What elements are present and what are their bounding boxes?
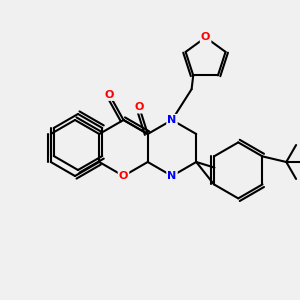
Text: O: O	[105, 90, 114, 100]
Text: N: N	[167, 171, 177, 181]
Text: N: N	[167, 115, 177, 125]
Text: O: O	[201, 32, 210, 42]
Text: O: O	[119, 171, 128, 181]
Text: O: O	[135, 102, 144, 112]
